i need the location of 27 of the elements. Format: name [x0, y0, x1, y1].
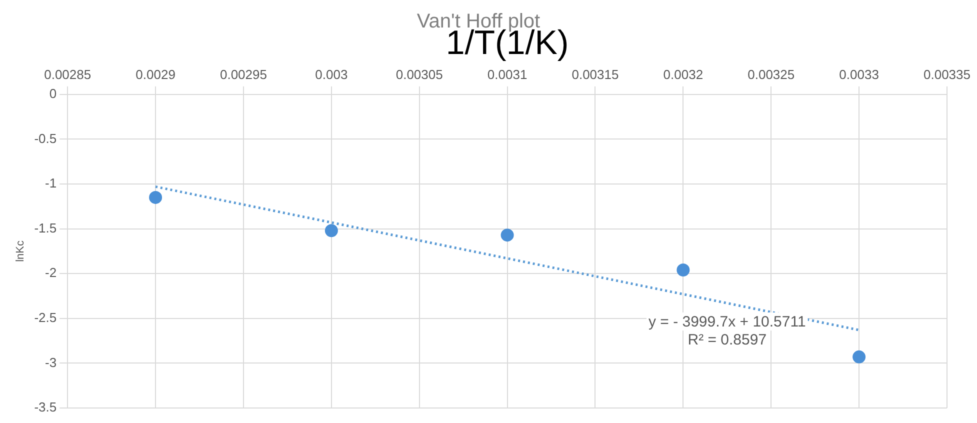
x-tick-label: 0.00335	[924, 67, 970, 82]
x-tick-label: 0.00285	[44, 67, 92, 82]
point	[852, 350, 866, 364]
x-tick-label: 0.003	[315, 67, 348, 82]
y-tick-label: -3.5	[34, 400, 57, 415]
x-tick-label: 0.0033	[839, 67, 879, 82]
point	[324, 224, 338, 238]
point	[149, 190, 162, 204]
y-tick-label: -3	[45, 354, 57, 370]
annotation: R² = 0.8597	[688, 331, 767, 348]
x-tick-label: 0.0031	[487, 67, 528, 82]
y-tick-label: -1	[45, 176, 57, 191]
y-tick-label: -2	[45, 265, 57, 280]
x-tick-label: 0.00295	[220, 67, 267, 82]
point	[500, 228, 514, 242]
annotation: y = - 3999.7x + 10.5711	[648, 313, 806, 330]
x-tick-label: 0.00325	[748, 67, 795, 82]
x-tick-label: 0.00305	[396, 67, 443, 82]
point	[676, 264, 690, 277]
y-tick-label: -1.5	[34, 220, 57, 236]
x-tick-label: 0.00315	[572, 67, 619, 82]
x-tick-label: 0.0029	[136, 67, 176, 82]
y-tick-label: -0.5	[34, 130, 57, 146]
x-tick-label: 0.0032	[663, 67, 704, 82]
y-axis-title: lnKc	[14, 240, 27, 262]
y-tick-label: -2.5	[34, 310, 57, 325]
y-tick-label: 0	[49, 86, 57, 101]
